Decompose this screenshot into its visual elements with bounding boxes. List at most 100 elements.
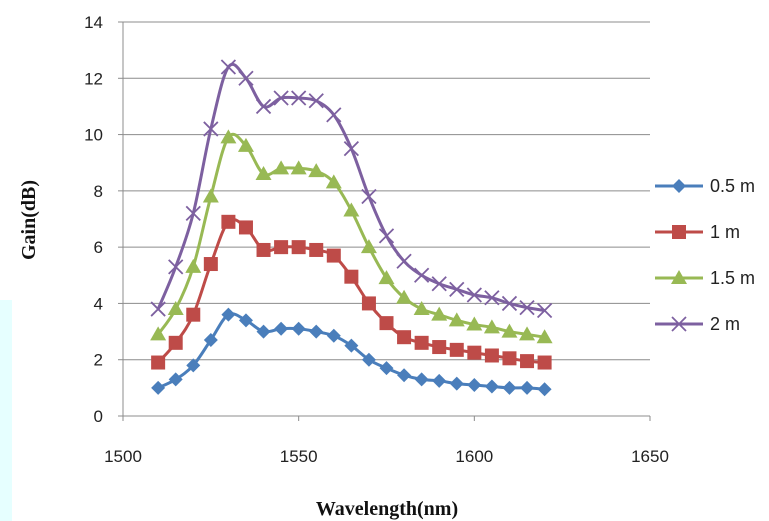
data-point-x bbox=[185, 205, 201, 222]
data-point-triangle bbox=[185, 258, 202, 273]
data-point-triangle bbox=[290, 160, 307, 175]
data-point-diamond bbox=[238, 313, 253, 328]
data-point-square bbox=[309, 242, 324, 257]
data-point-triangle bbox=[360, 239, 377, 254]
data-point-diamond bbox=[186, 358, 201, 373]
data-point-square bbox=[326, 248, 341, 263]
data-point-x bbox=[150, 301, 166, 317]
legend-item: 0.5 m bbox=[655, 176, 755, 196]
data-point-square bbox=[432, 340, 447, 355]
data-point-x bbox=[238, 70, 254, 86]
y-tick-labels: 0 2 4 6 8 10 12 14 bbox=[84, 13, 103, 426]
data-point-diamond bbox=[520, 380, 535, 395]
data-point-diamond bbox=[672, 179, 686, 193]
data-point-square bbox=[449, 342, 464, 357]
data-point-triangle bbox=[466, 316, 483, 331]
data-point-triangle bbox=[255, 165, 272, 180]
legend-label: 2 m bbox=[710, 314, 740, 334]
data-point-diamond bbox=[414, 372, 429, 387]
data-point-diamond bbox=[537, 382, 552, 397]
data-point-x bbox=[519, 300, 535, 316]
data-point-x bbox=[413, 267, 430, 283]
data-point-x bbox=[168, 259, 184, 275]
data-point-triangle bbox=[325, 174, 342, 189]
data-point-square bbox=[672, 225, 686, 239]
y-tick-label: 14 bbox=[84, 13, 103, 32]
data-point-square bbox=[414, 335, 429, 350]
data-point-x bbox=[308, 93, 324, 109]
data-point-x bbox=[343, 141, 360, 157]
series-0_5m bbox=[151, 307, 552, 397]
data-point-square bbox=[186, 307, 201, 322]
x-axis-title: Wavelength(nm) bbox=[316, 498, 458, 520]
y-tick-label: 10 bbox=[84, 126, 103, 145]
series-1_5m bbox=[150, 129, 553, 344]
data-point-square bbox=[344, 269, 359, 284]
data-point-square bbox=[379, 316, 394, 331]
legend-label: 1.5 m bbox=[710, 268, 755, 288]
legend-item: 1 m bbox=[655, 222, 740, 242]
data-point-x bbox=[501, 295, 518, 312]
y-tick-label: 0 bbox=[94, 407, 103, 426]
x-tick-label: 1600 bbox=[455, 447, 493, 466]
data-point-square bbox=[256, 242, 271, 257]
legend-item: 2 m bbox=[655, 314, 740, 334]
data-point-square bbox=[397, 330, 412, 345]
data-point-square bbox=[151, 355, 166, 370]
data-point-triangle bbox=[150, 326, 167, 341]
data-point-triangle bbox=[413, 301, 430, 316]
series-1m bbox=[151, 214, 552, 370]
data-point-triangle bbox=[202, 188, 219, 203]
background-strip bbox=[0, 300, 12, 521]
data-point-diamond bbox=[256, 324, 271, 339]
data-point-square bbox=[221, 214, 236, 229]
data-point-x bbox=[449, 281, 465, 297]
data-point-x bbox=[466, 287, 482, 303]
data-point-square bbox=[467, 345, 482, 360]
data-point-x bbox=[203, 121, 219, 137]
y-tick-label: 4 bbox=[94, 294, 103, 313]
data-point-x bbox=[291, 90, 307, 106]
data-point-triangle bbox=[396, 289, 413, 304]
data-point-square bbox=[168, 335, 183, 350]
data-point-diamond bbox=[168, 372, 183, 387]
data-point-triangle bbox=[501, 323, 518, 338]
data-point-diamond bbox=[467, 378, 482, 393]
data-point-x bbox=[536, 302, 553, 319]
data-point-square bbox=[274, 240, 289, 255]
data-point-triangle bbox=[431, 306, 448, 321]
data-point-square bbox=[484, 348, 499, 363]
x-tick-label: 1550 bbox=[280, 447, 318, 466]
x-tick-label: 1650 bbox=[631, 447, 669, 466]
data-point-diamond bbox=[221, 307, 236, 322]
data-point-x bbox=[671, 316, 687, 332]
legend: 0.5 m 1 m 1.5 m 2 m bbox=[655, 176, 755, 334]
data-point-x bbox=[326, 107, 342, 123]
x-tick-labels: 1500 1550 1600 1650 bbox=[104, 447, 669, 466]
data-point-diamond bbox=[344, 338, 359, 353]
data-point-diamond bbox=[432, 373, 447, 388]
series-group bbox=[150, 59, 553, 397]
data-point-diamond bbox=[203, 333, 218, 348]
data-point-triangle bbox=[237, 137, 254, 152]
data-point-square bbox=[537, 355, 552, 370]
gridlines bbox=[123, 21, 650, 361]
series-2m bbox=[150, 59, 553, 319]
data-point-x bbox=[255, 98, 272, 115]
data-point-triangle bbox=[220, 129, 237, 144]
y-tick-label: 8 bbox=[94, 182, 103, 201]
data-point-x bbox=[396, 253, 412, 269]
axes bbox=[118, 21, 651, 421]
data-point-triangle bbox=[273, 160, 290, 175]
data-point-diamond bbox=[361, 352, 376, 367]
data-point-triangle bbox=[308, 163, 325, 178]
data-point-diamond bbox=[502, 380, 517, 395]
series-line bbox=[156, 132, 545, 339]
data-point-x bbox=[361, 188, 377, 205]
data-point-x bbox=[220, 59, 237, 75]
y-tick-label: 12 bbox=[84, 69, 103, 88]
data-point-triangle bbox=[448, 312, 465, 327]
data-point-triangle bbox=[167, 301, 184, 316]
data-point-square bbox=[361, 296, 376, 311]
data-point-square bbox=[203, 257, 218, 272]
